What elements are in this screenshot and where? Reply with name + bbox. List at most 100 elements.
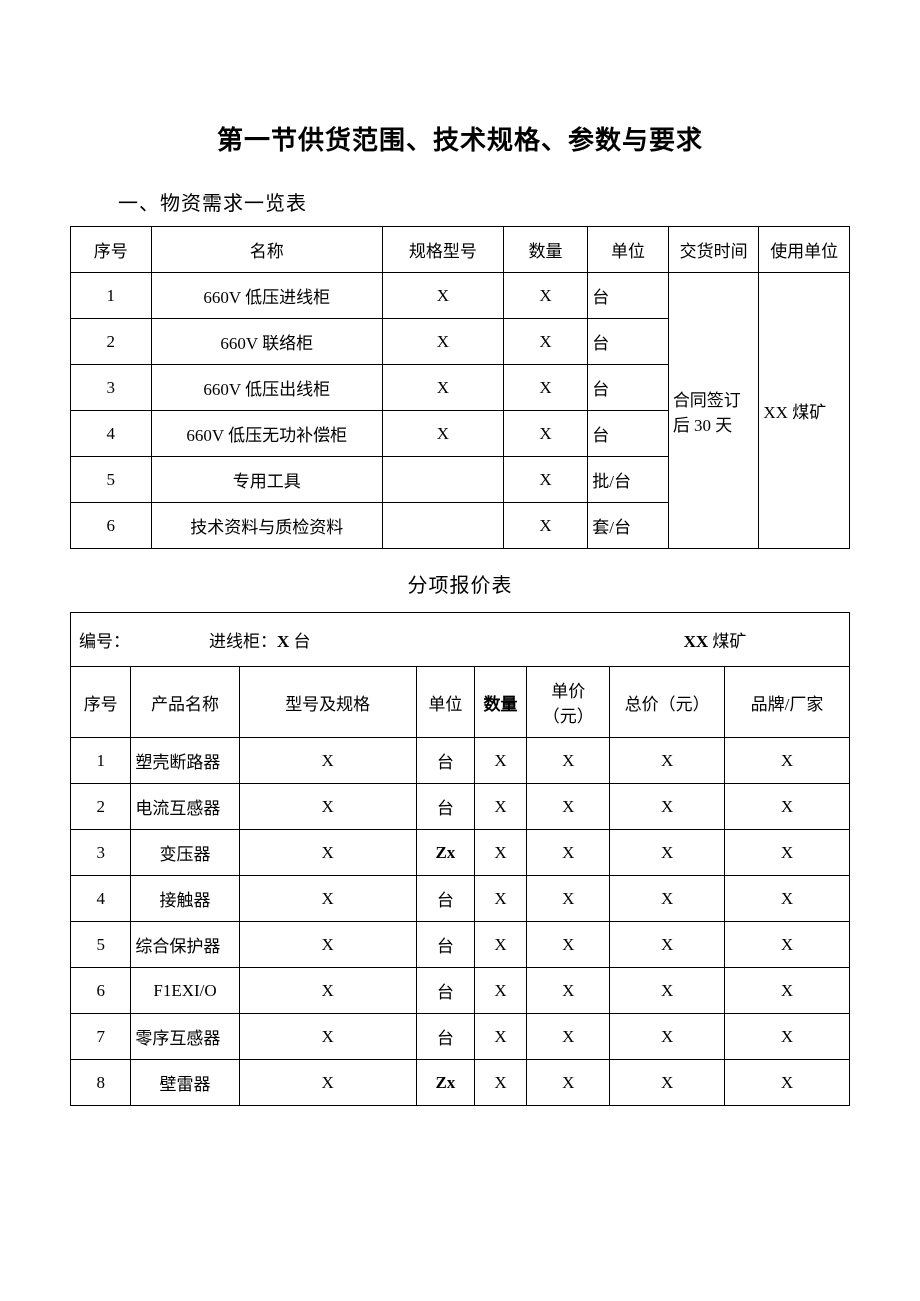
- cell-no: 6: [71, 968, 131, 1014]
- cell-no: 7: [71, 1014, 131, 1060]
- quotation-info-row: 编号： 进线柜：X 台 XX 煤矿: [71, 613, 850, 667]
- cell-name: 变压器: [131, 830, 239, 876]
- cell-spec: X: [239, 738, 416, 784]
- cell-name: 电流互感器: [131, 784, 239, 830]
- cell-spec: X: [383, 365, 504, 411]
- cell-no: 1: [71, 738, 131, 784]
- cell-brand: X: [724, 1014, 849, 1060]
- cell-no: 2: [71, 784, 131, 830]
- cell-brand: X: [724, 876, 849, 922]
- cell-spec: X: [239, 830, 416, 876]
- col-header: 序号: [71, 227, 152, 273]
- table-row: 1 660V 低压进线柜 X X 台 合同签订后 30 天 XX 煤矿: [71, 273, 850, 319]
- cell-unit: 批/台: [588, 457, 669, 503]
- col-header: 总价（元）: [610, 667, 725, 738]
- cell-no: 3: [71, 830, 131, 876]
- cell-spec: [383, 457, 504, 503]
- col-header: 品牌/厂家: [724, 667, 849, 738]
- page-title: 第一节供货范围、技术规格、参数与要求: [70, 120, 850, 157]
- info-label-cabinet: 进线柜：X 台: [209, 627, 469, 652]
- quotation-title: 分项报价表: [70, 569, 850, 598]
- cell-price: X: [527, 1060, 610, 1106]
- cell-no: 5: [71, 922, 131, 968]
- cell-price: X: [527, 738, 610, 784]
- cell-total: X: [610, 1060, 725, 1106]
- col-header: 数量: [503, 227, 588, 273]
- cell-unit: 套/台: [588, 503, 669, 549]
- cell-unit: 台: [416, 922, 474, 968]
- info-text: 台: [289, 632, 310, 651]
- cell-name: 660V 联络柜: [151, 319, 382, 365]
- cell-qty: X: [503, 457, 588, 503]
- cell-name: 技术资料与质检资料: [151, 503, 382, 549]
- cell-brand: X: [724, 738, 849, 784]
- cell-name: 660V 低压无功补偿柜: [151, 411, 382, 457]
- cell-name: 接触器: [131, 876, 239, 922]
- cell-qty: X: [475, 830, 527, 876]
- cell-no: 4: [71, 411, 152, 457]
- cell-price: X: [527, 830, 610, 876]
- cell-qty: X: [475, 1060, 527, 1106]
- table-header-row: 序号 名称 规格型号 数量 单位 交货时间 使用单位: [71, 227, 850, 273]
- cell-total: X: [610, 968, 725, 1014]
- cell-no: 8: [71, 1060, 131, 1106]
- cell-total: X: [610, 922, 725, 968]
- cell-qty: X: [503, 273, 588, 319]
- cell-delivery: 合同签订后 30 天: [668, 273, 759, 549]
- table-row: 4 接触器 X 台 X X X X: [71, 876, 850, 922]
- col-header: 规格型号: [383, 227, 504, 273]
- cell-spec: X: [239, 1014, 416, 1060]
- cell-spec: X: [239, 784, 416, 830]
- table-header-row: 序号 产品名称 型号及规格 单位 数量 单价（元） 总价（元） 品牌/厂家: [71, 667, 850, 738]
- table-row: 6 F1EXI/O X 台 X X X X: [71, 968, 850, 1014]
- info-bold: X: [277, 632, 289, 651]
- info-bold: XX: [684, 632, 709, 651]
- cell-unit: 台: [588, 273, 669, 319]
- cell-qty: X: [475, 784, 527, 830]
- table-row: 8 壁雷器 X Zx X X X X: [71, 1060, 850, 1106]
- cell-qty: X: [475, 1014, 527, 1060]
- cell-name: 660V 低压出线柜: [151, 365, 382, 411]
- cell-brand: X: [724, 922, 849, 968]
- info-text: 煤矿: [708, 632, 746, 651]
- col-header: 单位: [416, 667, 474, 738]
- cell-name: 零序互感器: [131, 1014, 239, 1060]
- cell-brand: X: [724, 968, 849, 1014]
- cell-qty: X: [503, 503, 588, 549]
- cell-brand: X: [724, 1060, 849, 1106]
- materials-table: 序号 名称 规格型号 数量 单位 交货时间 使用单位 1 660V 低压进线柜 …: [70, 226, 850, 549]
- col-header: 数量: [475, 667, 527, 738]
- table-row: 3 变压器 X Zx X X X X: [71, 830, 850, 876]
- cell-spec: X: [239, 922, 416, 968]
- cell-brand: X: [724, 830, 849, 876]
- cell-price: X: [527, 968, 610, 1014]
- cell-no: 3: [71, 365, 152, 411]
- cell-no: 2: [71, 319, 152, 365]
- cell-unit: Zx: [416, 830, 474, 876]
- info-label-mine: XX 煤矿: [469, 627, 841, 652]
- cell-no: 6: [71, 503, 152, 549]
- cell-price: X: [527, 876, 610, 922]
- col-header: 单价（元）: [527, 667, 610, 738]
- table-row: 2 电流互感器 X 台 X X X X: [71, 784, 850, 830]
- cell-name: 塑壳断路器: [131, 738, 239, 784]
- cell-spec: X: [239, 876, 416, 922]
- cell-total: X: [610, 738, 725, 784]
- cell-qty: X: [475, 876, 527, 922]
- cell-brand: X: [724, 784, 849, 830]
- cell-spec: X: [239, 968, 416, 1014]
- cell-unit: 台: [588, 411, 669, 457]
- col-header: 型号及规格: [239, 667, 416, 738]
- cell-name: 专用工具: [151, 457, 382, 503]
- cell-unit: 台: [416, 738, 474, 784]
- cell-price: X: [527, 1014, 610, 1060]
- cell-name: 综合保护器: [131, 922, 239, 968]
- table-row: 1 塑壳断路器 X 台 X X X X: [71, 738, 850, 784]
- cell-price: X: [527, 784, 610, 830]
- info-label-id: 编号：: [79, 627, 209, 652]
- info-text: 进线柜：: [209, 632, 277, 651]
- cell-total: X: [610, 830, 725, 876]
- cell-spec: X: [383, 411, 504, 457]
- section1-title: 一、物资需求一览表: [118, 187, 850, 216]
- cell-spec: X: [383, 273, 504, 319]
